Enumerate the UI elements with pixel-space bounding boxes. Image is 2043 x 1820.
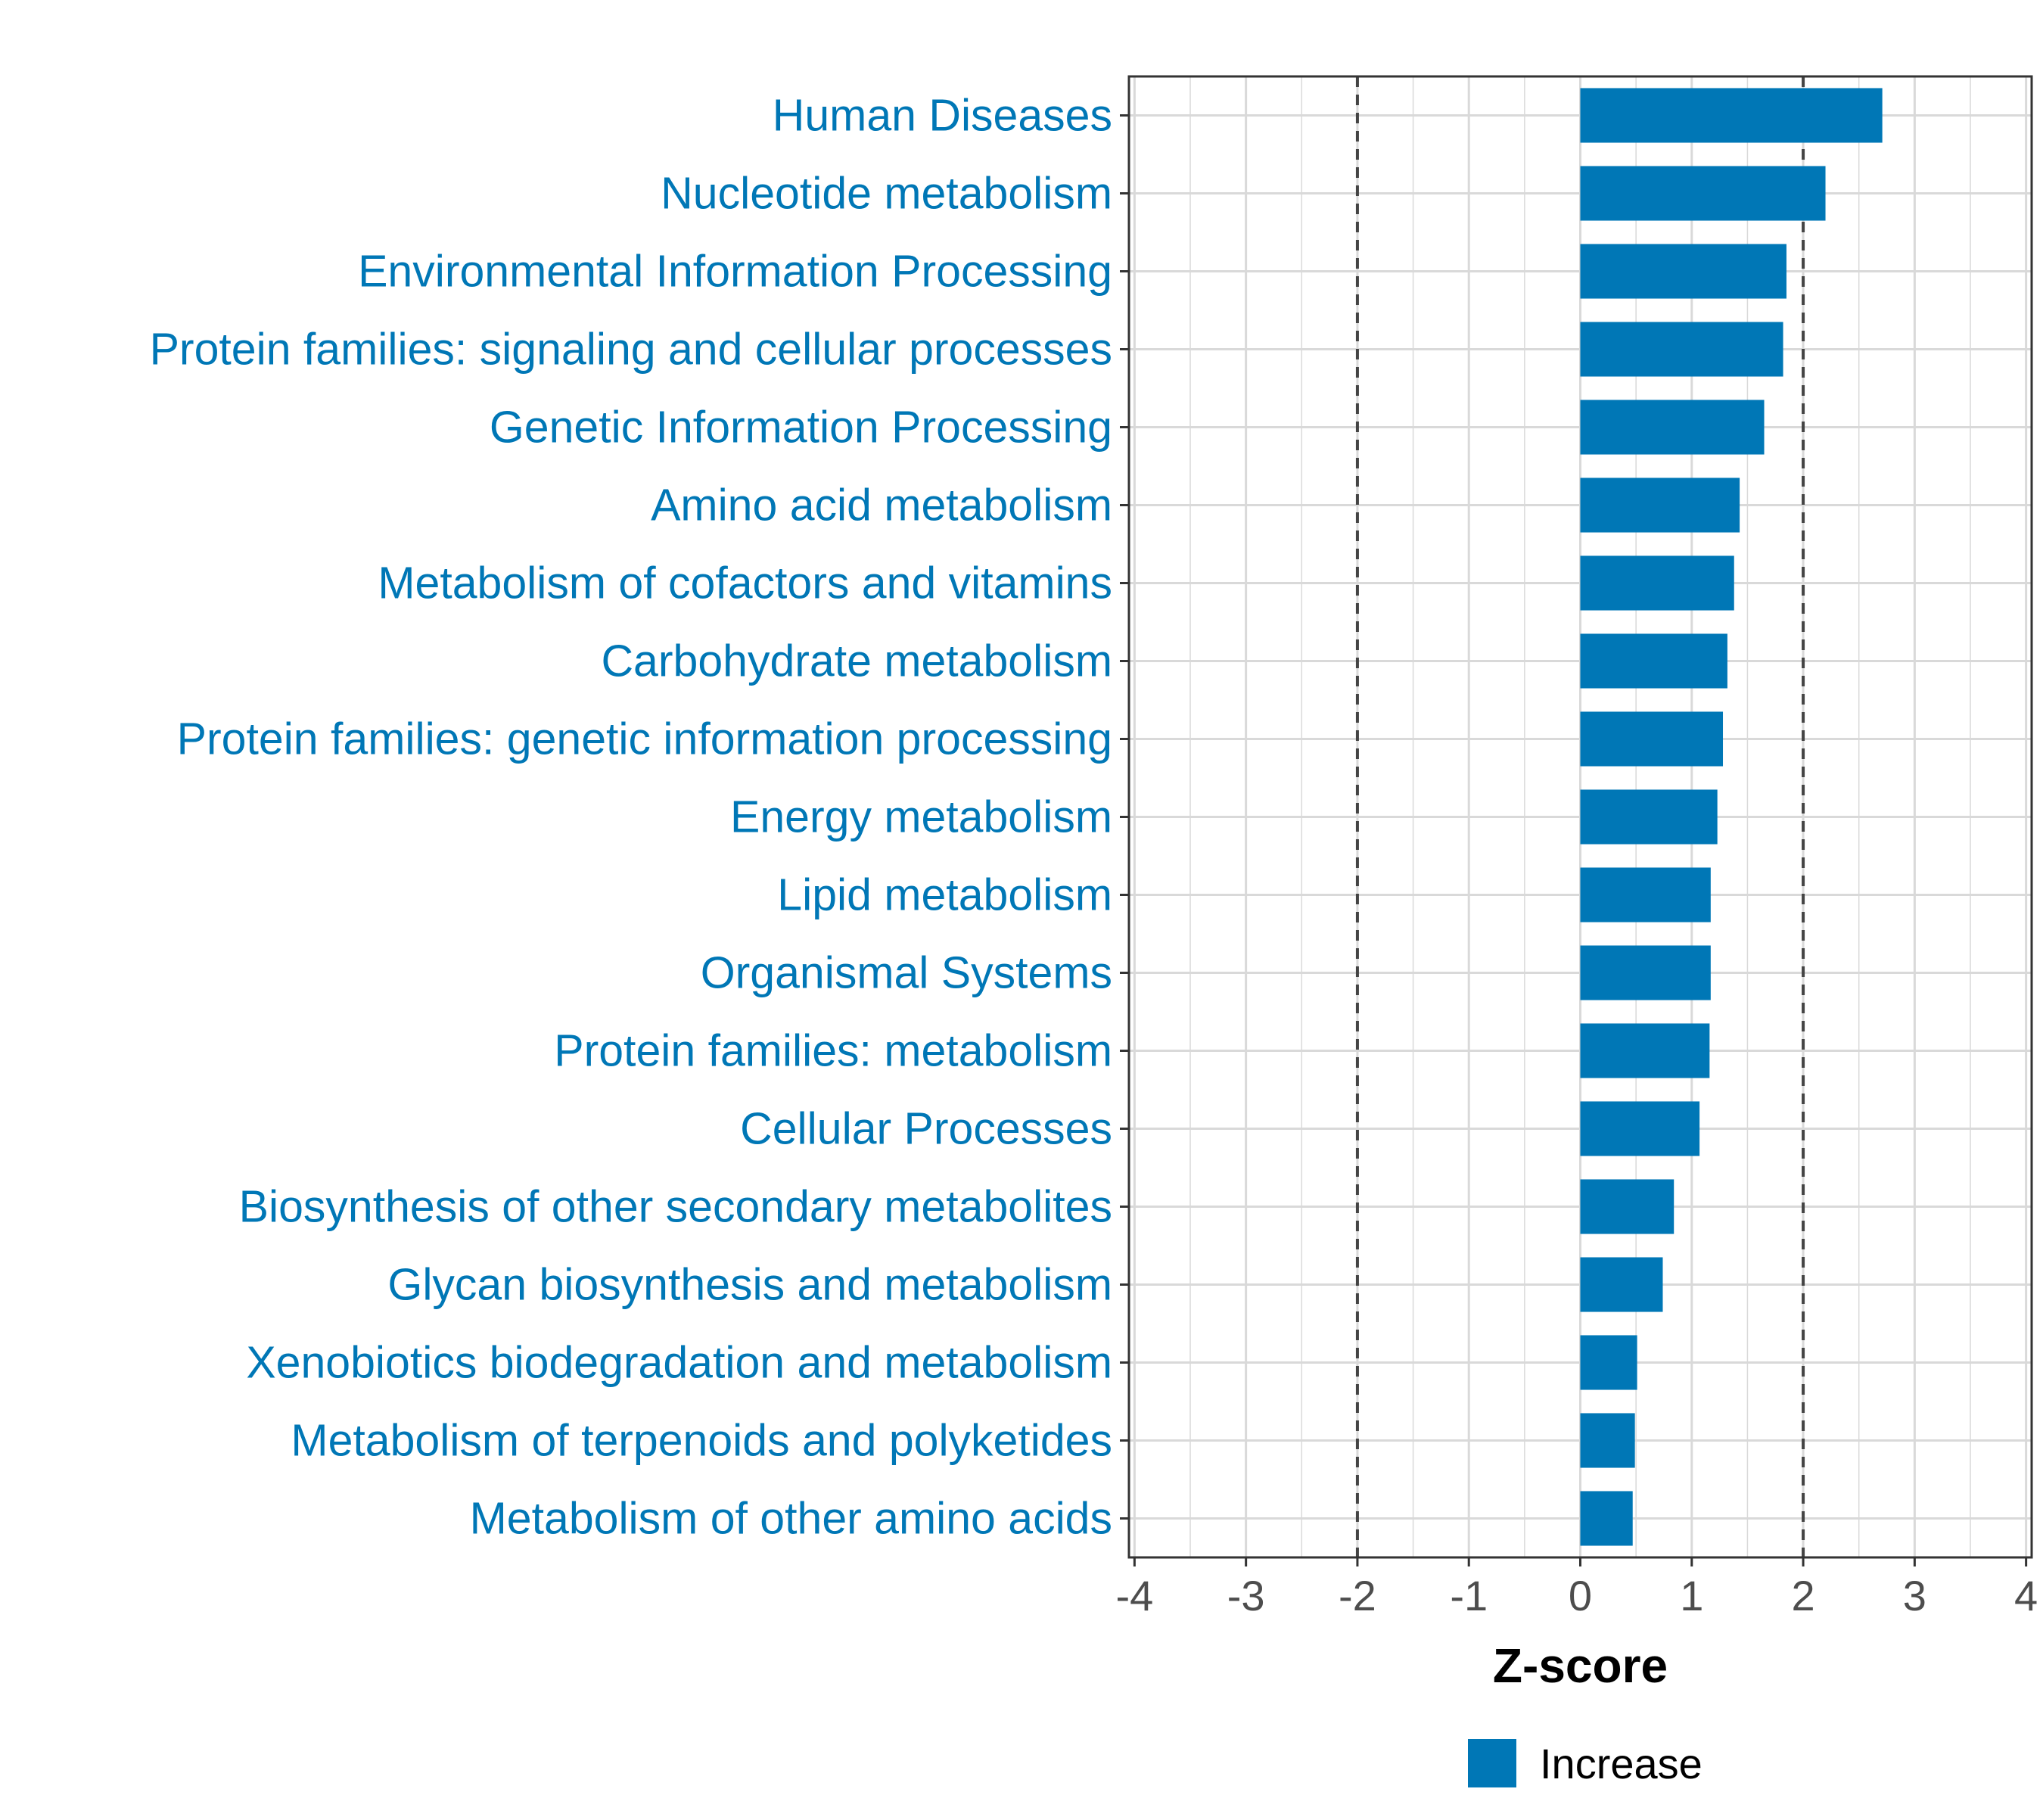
category-label: Metabolism of other amino acids: [470, 1494, 1112, 1544]
bar: [1580, 400, 1765, 455]
bar: [1580, 166, 1826, 221]
bar: [1580, 1257, 1663, 1312]
category-label: Cellular Processes: [740, 1104, 1112, 1154]
bar: [1580, 1023, 1710, 1078]
category-label: Carbohydrate metabolism: [601, 636, 1112, 686]
x-tick-label: 4: [2014, 1572, 2038, 1619]
y-axis-ticks: [1120, 114, 1129, 1520]
category-label: Protein families: signaling and cellular…: [150, 325, 1112, 375]
bar: [1580, 711, 1724, 767]
x-axis-ticks: [1133, 1557, 2028, 1566]
bars: [1580, 88, 1883, 1546]
x-axis-title: Z-score: [1493, 1638, 1668, 1693]
category-label: Amino acid metabolism: [651, 481, 1112, 530]
bar: [1580, 867, 1711, 922]
category-label: Lipid metabolism: [777, 870, 1112, 920]
category-label: Glycan biosynthesis and metabolism: [387, 1260, 1112, 1310]
category-label: Energy metabolism: [730, 792, 1112, 842]
category-label: Xenobiotics biodegradation and metabolis…: [246, 1338, 1112, 1388]
bar: [1580, 322, 1783, 377]
category-label: Genetic Information Processing: [490, 403, 1112, 453]
bar: [1580, 555, 1734, 611]
legend: Increase: [1468, 1739, 1702, 1787]
bar: [1580, 945, 1711, 1000]
y-axis-category-labels: Human Diseases Nucleotide metabolism Envir…: [150, 91, 1112, 1544]
x-tick-label: 2: [1791, 1572, 1814, 1619]
bar: [1580, 1335, 1637, 1390]
x-tick-label: 0: [1569, 1572, 1592, 1619]
category-label: Nucleotide metabolism: [661, 169, 1112, 219]
category-label: Metabolism of cofactors and vitamins: [378, 558, 1112, 608]
bar: [1580, 478, 1740, 533]
x-tick-label: 1: [1680, 1572, 1703, 1619]
bar: [1580, 244, 1786, 299]
x-tick-label: 3: [1903, 1572, 1926, 1619]
category-label: Protein families: genetic information pr…: [177, 714, 1112, 764]
bar: [1580, 1179, 1675, 1234]
legend-label-increase: Increase: [1540, 1740, 1702, 1787]
bar: [1580, 1101, 1700, 1156]
bar: [1580, 1413, 1635, 1468]
x-tick-label: -4: [1115, 1572, 1153, 1619]
category-label: Protein families: metabolism: [554, 1026, 1112, 1076]
x-axis-tick-labels: -4 -3 -2 -1 0 1 2 3 4: [1115, 1572, 2038, 1619]
bar: [1580, 633, 1727, 689]
category-label: Human Diseases: [773, 91, 1112, 141]
category-label: Organismal Systems: [701, 948, 1112, 998]
category-label: Environmental Information Processing: [358, 247, 1112, 297]
bar: [1580, 88, 1883, 143]
legend-key-increase: [1468, 1739, 1516, 1787]
category-label: Metabolism of terpenoids and polyketides: [291, 1416, 1112, 1466]
x-tick-label: -3: [1227, 1572, 1265, 1619]
bar: [1580, 1491, 1633, 1546]
category-label: Biosynthesis of other secondary metaboli…: [239, 1182, 1112, 1232]
x-tick-label: -2: [1339, 1572, 1376, 1619]
bar: [1580, 789, 1718, 845]
x-tick-label: -1: [1450, 1572, 1488, 1619]
